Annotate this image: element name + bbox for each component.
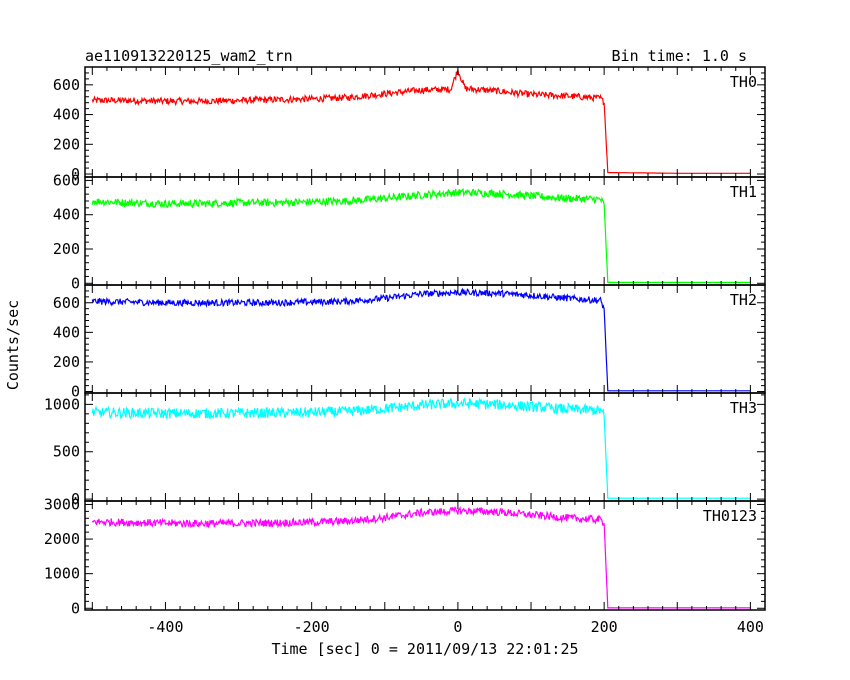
x-tick-label: 200 [591,618,618,636]
y-tick-label: 600 [53,76,80,94]
panel-th3: 0 500 1000 TH3 [44,392,766,508]
panel-label-th1: TH1 [730,183,757,201]
y-tick-label: 600 [53,294,80,312]
x-tick-label: -200 [294,618,330,636]
y-tick-label: 400 [53,206,80,224]
panel-label-th0: TH0 [730,73,757,91]
series-line-th0 [91,69,751,174]
y-tick-label: 1000 [44,565,80,583]
panel-th0123: 0 1000 2000 3000 TH0123 [44,495,766,617]
y-tick-label: 600 [53,171,80,189]
panel-th0: 0 200 400 600 TH0 [53,66,766,183]
series-line-th3 [91,397,751,499]
y-tick-label: 1000 [44,395,80,413]
y-tick-label: 2000 [44,530,80,548]
y-tick-label: 400 [53,323,80,341]
y-tick-label: 3000 [44,495,80,513]
x-tick-label: -400 [147,618,183,636]
panel-label-th3: TH3 [730,399,757,417]
y-tick-label: 0 [71,383,80,401]
chart-title-left: ae110913220125_wam2_trn [85,47,293,65]
panel-label-th2: TH2 [730,291,757,309]
y-tick-label: 0 [71,165,80,183]
y-tick-label: 0 [71,274,80,292]
y-tick-label: 200 [53,353,80,371]
y-tick-label: 0 [71,599,80,617]
y-tick-label: 400 [53,106,80,124]
series-line-th2 [91,287,751,392]
series-line-th1 [91,187,751,283]
y-tick-label: 500 [53,443,80,461]
x-axis-label: Time [sec] 0 = 2011/09/13 22:01:25 [271,640,578,658]
x-tick-label: 0 [453,618,462,636]
y-axis-label: Counts/sec [4,300,22,390]
x-tick-label: 400 [737,618,764,636]
chart-title-right: Bin time: 1.0 s [612,47,747,65]
panel-th1: 0 200 400 600 TH1 [53,171,766,292]
panel-frame [84,500,766,611]
series-line-th0123 [91,505,751,609]
y-tick-label: 200 [53,135,80,153]
y-tick-label: 0 [71,490,80,508]
panel-th2: 0 200 400 600 TH2 [53,284,766,401]
panel-frame [84,66,766,178]
y-tick-label: 200 [53,240,80,258]
panel-label-th0123: TH0123 [703,507,757,525]
panel-frame [84,392,766,502]
